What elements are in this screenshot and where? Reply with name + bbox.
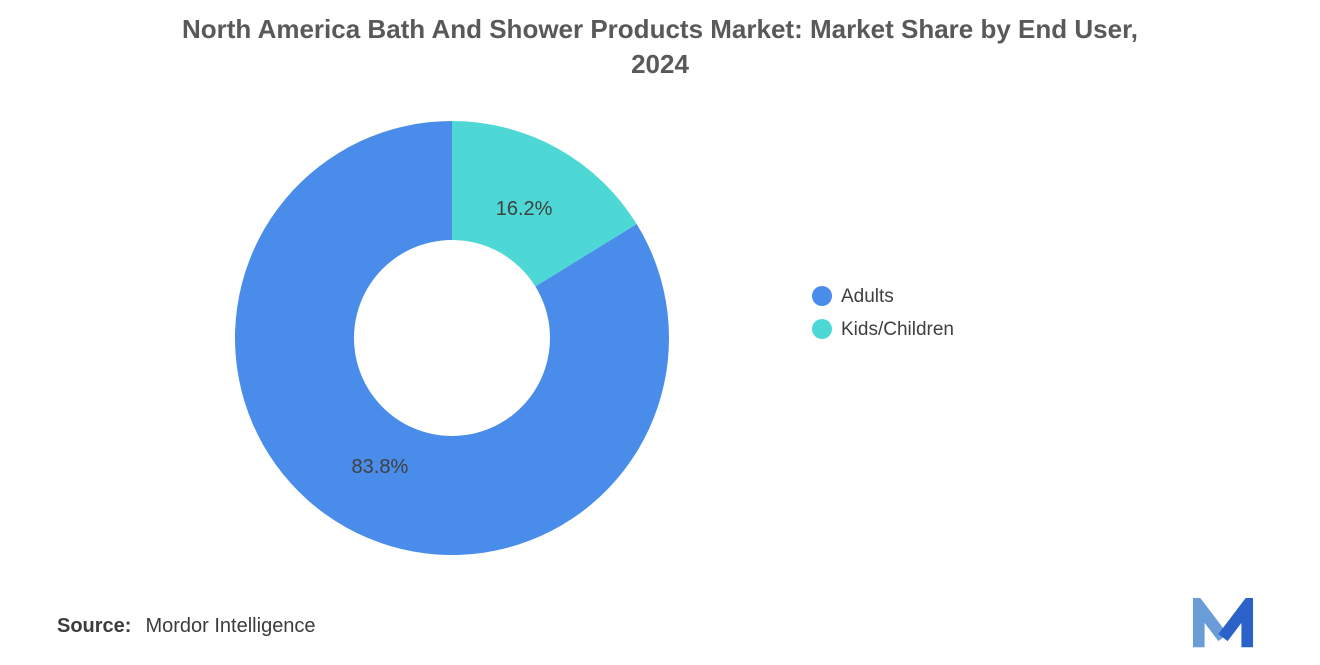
- legend-label-adults: Adults: [841, 285, 894, 307]
- donut-slice-adults[interactable]: [234, 121, 669, 555]
- slice-data-label: 16.2%: [496, 198, 553, 220]
- source-label: Source:: [57, 615, 132, 637]
- chart-title-line1: North America Bath And Shower Products M…: [182, 14, 1138, 44]
- legend-item-kids-children[interactable]: Kids/Children: [812, 317, 954, 341]
- chart-title-line2: 2024: [631, 49, 689, 80]
- legend-dot: [812, 319, 832, 339]
- slice-data-label: 83.8%: [352, 456, 409, 478]
- legend-label-kids-children: Kids/Children: [841, 318, 954, 340]
- donut-slice-kids-children[interactable]: [452, 121, 637, 287]
- donut-chart[interactable]: 16.2% 83.8%: [217, 103, 687, 573]
- legend-dot: [812, 286, 832, 306]
- logo-right-shape: [1218, 598, 1254, 648]
- mordor-intelligence-logo: [1192, 598, 1254, 648]
- logo-left-shape: [1192, 598, 1228, 648]
- source-value: Mordor Intelligence: [145, 615, 316, 637]
- legend: Adults Kids/Children: [812, 284, 954, 350]
- chart-title: North America Bath And Shower Products M…: [0, 12, 1320, 82]
- source-line: Source: Mordor Intelligence: [57, 615, 316, 638]
- legend-item-adults[interactable]: Adults: [812, 284, 954, 308]
